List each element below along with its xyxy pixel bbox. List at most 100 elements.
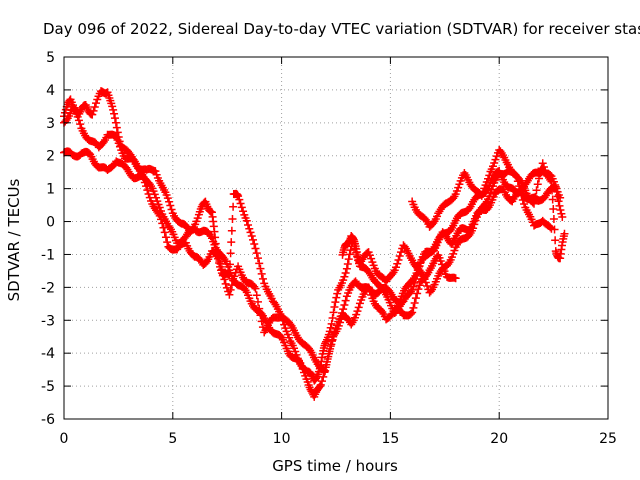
data-point [367,254,376,263]
data-point [323,355,332,364]
data-point [76,120,85,129]
y-tick-label: -4 [41,346,55,362]
y-tick-label: -5 [41,379,55,395]
x-axis-label: GPS time / hours [272,457,398,475]
data-point [257,269,266,278]
data-point [227,226,236,235]
data-point [553,192,562,201]
data-point [410,299,419,308]
data-point [513,177,522,186]
data-point [110,109,119,118]
y-tick-label: 3 [46,116,55,132]
data-point [333,289,342,298]
data-point [88,110,97,119]
y-tick-label: 1 [46,182,55,198]
y-tick-label: -2 [41,280,55,296]
data-point [229,202,238,211]
data-point [528,198,537,207]
series-trace-e [338,166,556,297]
data-point [406,287,415,296]
data-point [532,186,541,195]
data-point [193,214,202,223]
data-point [258,274,267,283]
data-point [228,214,237,223]
data-point [327,340,336,349]
data-point [306,385,315,394]
data-point [391,263,400,272]
data-point [548,195,557,204]
data-point [312,374,321,383]
data-point [285,333,294,342]
data-point [491,155,500,164]
data-point [556,206,565,215]
data-point [342,264,351,273]
data-point [321,339,330,348]
data-point [239,207,248,216]
data-point [354,303,363,312]
data-point [112,123,121,132]
data-point [319,372,328,381]
data-point [324,349,333,358]
data-point [409,303,418,312]
data-point [270,298,279,307]
data-point [255,304,264,313]
data-point [326,323,335,332]
data-markers [60,87,569,401]
data-point [230,272,239,281]
data-point [421,278,430,287]
data-point [345,250,354,259]
data-point [252,249,261,258]
data-point [108,102,117,111]
data-point [511,170,520,179]
data-point [165,197,174,206]
x-tick-label: 0 [60,431,69,447]
x-tick-label: 15 [381,431,399,447]
data-point [393,259,402,268]
data-point [426,287,435,296]
data-point [200,198,209,207]
data-point [257,309,266,318]
data-point [328,314,337,323]
data-point [220,275,229,284]
data-point [250,239,259,248]
data-point [547,224,556,233]
data-point [551,236,560,245]
data-point [408,275,417,284]
data-point [549,215,558,224]
data-point [163,194,172,203]
y-axis-ticks: -6 -5 -4 -3 -2 -1 0 1 2 3 4 5 [41,50,608,428]
data-point [114,139,123,148]
data-point [155,211,164,220]
data-point [74,116,83,125]
data-point [236,199,245,208]
data-point [246,228,255,237]
data-point [257,317,266,326]
data-point [226,285,235,294]
data-point [327,319,336,328]
data-point [423,281,432,290]
data-point [415,281,424,290]
data-point [552,187,561,196]
data-point [316,380,325,389]
data-point [328,335,337,344]
data-point [111,118,120,127]
data-point [450,246,459,255]
data-point [90,102,99,111]
data-point [244,220,253,229]
y-tick-label: 2 [46,149,55,165]
data-point [331,298,340,307]
data-point [340,272,349,281]
data-point [142,182,151,191]
data-point [330,303,339,312]
data-point [326,344,335,353]
data-point [163,238,172,247]
data-point [515,182,524,191]
data-point [469,224,478,233]
data-point [347,320,356,329]
data-point [235,195,244,204]
data-point [484,174,493,183]
data-point [409,282,418,291]
chart-title: Day 096 of 2022, Sidereal Day-to-day VTE… [43,20,640,38]
